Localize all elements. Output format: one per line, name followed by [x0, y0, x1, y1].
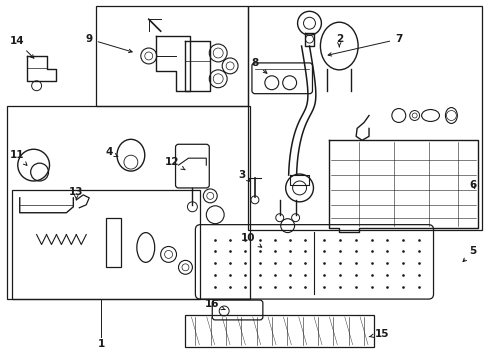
Text: 10: 10	[240, 233, 261, 247]
Bar	[247, 6, 481, 230]
Text: 13: 13	[69, 187, 83, 200]
Text: 14: 14	[9, 36, 34, 58]
Text: 16: 16	[204, 299, 224, 310]
Text: 15: 15	[368, 329, 388, 339]
Text: 8: 8	[251, 58, 266, 73]
Text: 11: 11	[9, 150, 27, 165]
Text: 2: 2	[335, 34, 342, 47]
Bar	[96, 6, 247, 105]
Text: 12: 12	[165, 157, 184, 170]
Text: 3: 3	[238, 170, 250, 182]
Bar	[12, 190, 200, 299]
Text: 4: 4	[105, 147, 118, 157]
Text: 6: 6	[468, 180, 476, 190]
Bar	[185, 315, 373, 347]
Bar	[106, 218, 121, 267]
Text: 1: 1	[97, 339, 104, 349]
Text: 9: 9	[85, 34, 132, 53]
Bar	[7, 105, 249, 299]
Text: 7: 7	[327, 34, 402, 56]
Text: 5: 5	[462, 247, 476, 262]
